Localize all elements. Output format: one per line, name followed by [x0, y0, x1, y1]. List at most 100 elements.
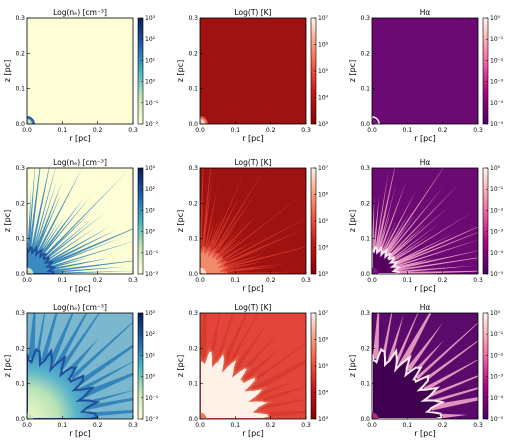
- x-tick-label: 0.3: [301, 127, 311, 134]
- ray-feature: [79, 361, 133, 393]
- ray-feature: [394, 258, 434, 270]
- colorbar-tick-label: 10⁻³: [490, 79, 504, 86]
- colorbar-tick-label: 10⁻²: [490, 57, 504, 64]
- colorbar-tick-label: 10⁻²: [145, 416, 159, 423]
- colorbar: [137, 312, 144, 420]
- ray-feature: [222, 261, 264, 271]
- colorbar: [482, 312, 489, 420]
- ray-feature: [40, 197, 84, 256]
- x-tick-label: 0.3: [473, 422, 483, 429]
- ray-feature: [379, 180, 407, 253]
- ray-feature: [46, 225, 111, 264]
- ray-feature: [387, 182, 461, 258]
- colorbar-tick-label: 10³: [145, 15, 156, 22]
- source-region: [372, 267, 379, 274]
- ray-feature: [395, 257, 478, 272]
- panel-image: [27, 168, 133, 274]
- ray-feature: [255, 381, 294, 399]
- y-tick-label: 0.0: [360, 271, 370, 278]
- ray-feature: [393, 226, 478, 266]
- y-axis-label: z [pc]: [176, 210, 185, 232]
- ray-feature: [395, 265, 476, 274]
- panel-title: Hα: [420, 158, 431, 167]
- y-tick-label: 0.2: [15, 200, 25, 207]
- ray-feature: [32, 168, 56, 252]
- y-axis-label: z [pc]: [3, 60, 12, 82]
- ray-feature: [373, 195, 380, 251]
- x-tick-label: 0.3: [128, 277, 138, 284]
- x-tick-label: 0.3: [473, 127, 483, 134]
- x-tick-label: 0.2: [438, 127, 448, 134]
- colorbar: [137, 167, 144, 275]
- ray-feature: [28, 168, 41, 251]
- ray-feature: [87, 410, 133, 417]
- ray-feature: [386, 185, 444, 257]
- source-region: [200, 267, 207, 274]
- x-tick-label: 0.2: [266, 277, 276, 284]
- x-tick-label: 0.0: [22, 422, 32, 429]
- panel-frame: [26, 17, 134, 125]
- colorbar-tick-label: 10⁵: [318, 68, 329, 75]
- ray-feature: [27, 186, 32, 251]
- y-tick-label: 0.2: [360, 345, 370, 352]
- y-tick-label: 0.2: [360, 200, 370, 207]
- x-axis-label: r [pc]: [414, 284, 436, 293]
- panel-r1c2: Hα 0.0 0.1 0.2 0.3 r [pc] 0.0 0.1 0.2 0.3 z [pc] 10…: [348, 158, 504, 293]
- colorbar-tick-label: 10¹: [145, 207, 156, 214]
- colorbar-tick-label: 10⁻⁵: [490, 121, 504, 128]
- ray-feature: [387, 314, 404, 362]
- y-tick-label: 0.3: [188, 310, 198, 317]
- colorbar-tick-label: 10²: [145, 36, 156, 43]
- ray-feature: [257, 386, 306, 404]
- ionized-region: [372, 245, 402, 274]
- colorbar-tick-label: 10⁻⁴: [490, 250, 504, 257]
- panel-title: Log(nₑ) [cm⁻³]: [53, 158, 107, 167]
- panel-frame: [371, 167, 479, 275]
- y-tick-label: 0.1: [188, 381, 198, 388]
- y-tick-label: 0.3: [15, 165, 25, 172]
- ray-feature: [419, 340, 478, 385]
- y-axis-label: z [pc]: [176, 60, 185, 82]
- ray-feature: [33, 180, 58, 252]
- source-region: [200, 412, 207, 419]
- y-tick-label: 0.3: [360, 310, 370, 317]
- colorbar-tick-label: 10⁻¹: [490, 36, 504, 43]
- colorbar-tick-label: 10¹: [145, 57, 156, 64]
- y-tick-label: 0.0: [15, 416, 25, 423]
- ray-feature: [48, 237, 124, 267]
- y-tick-label: 0.3: [15, 310, 25, 317]
- panel-frame: [26, 167, 134, 275]
- panel-image: [200, 168, 306, 274]
- ray-feature: [212, 189, 259, 256]
- colorbar: [482, 17, 489, 125]
- x-tick-label: 0.0: [367, 277, 377, 284]
- y-tick-label: 0.0: [15, 121, 25, 128]
- x-axis-label: r [pc]: [242, 429, 264, 438]
- colorbar-tick-label: 10³: [318, 271, 329, 278]
- source-region: [200, 119, 205, 124]
- colorbar-tick-label: 10⁶: [318, 42, 329, 49]
- panel-r2c0: Log(nₑ) [cm⁻³] 0.0 0.1 0.2 0.3 r [pc] 0.0 0.1 0.…: [3, 303, 159, 438]
- y-axis-label: z [pc]: [348, 355, 357, 377]
- x-tick-label: 0.1: [403, 422, 413, 429]
- x-tick-label: 0.0: [195, 277, 205, 284]
- ray-feature: [42, 170, 129, 258]
- x-axis-label: r [pc]: [414, 134, 436, 143]
- panel-title: Log(T) [K]: [235, 158, 272, 167]
- colorbar-tick-label: 10⁰: [490, 310, 501, 317]
- ray-feature: [39, 215, 66, 255]
- x-tick-label: 0.1: [403, 127, 413, 134]
- ray-feature: [213, 222, 239, 256]
- x-axis-label: r [pc]: [69, 134, 91, 143]
- colorbar-tick-label: 10⁰: [145, 79, 156, 86]
- colorbar-tick-label: 10⁻²: [490, 352, 504, 359]
- y-tick-label: 0.0: [188, 271, 198, 278]
- y-tick-label: 0.1: [360, 236, 370, 243]
- colorbar-tick-label: 10⁻⁴: [490, 100, 504, 107]
- colorbar-tick-label: 10⁻¹: [490, 186, 504, 193]
- colorbar: [137, 17, 144, 125]
- ray-feature: [34, 182, 63, 253]
- panel-r0c2: Hα 0.0 0.1 0.2 0.3 r [pc] 0.0 0.1 0.2 0.3 z [pc] 10…: [348, 8, 504, 143]
- colorbar-tick-label: 10⁻¹: [145, 250, 159, 257]
- colorbar-tick-label: 10³: [145, 165, 156, 172]
